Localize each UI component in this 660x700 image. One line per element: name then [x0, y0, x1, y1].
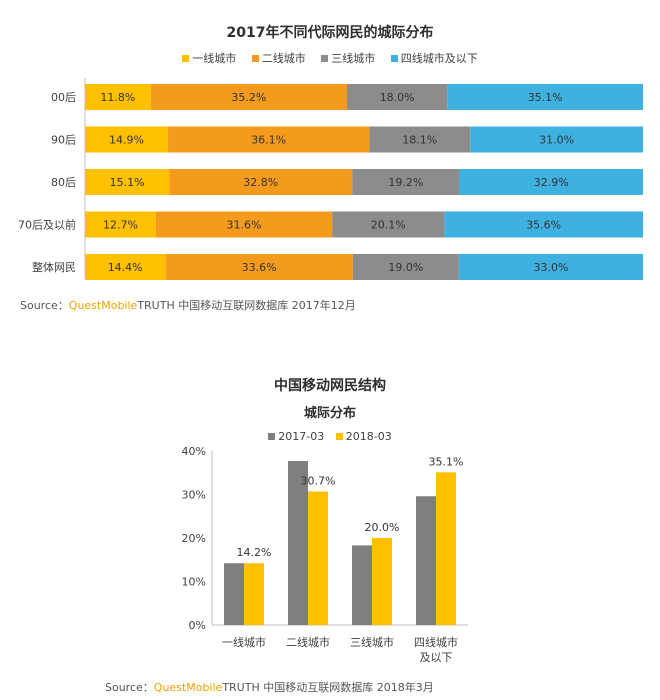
- bar-2018-03: [436, 472, 456, 625]
- chart1-source: Source：QuestMobileTRUTH 中国移动互联网数据库 2017年…: [20, 299, 356, 312]
- legend-item-tier2: 二线城市: [251, 50, 306, 66]
- stacked-bar-chart: 00后 11.8% 35.2% 18.0% 35.1% 90后 14.9% 36.1% 18.1…: [18, 78, 643, 280]
- data-label: 20.0%: [365, 521, 400, 534]
- chart2-title: 中国移动网民结构: [274, 378, 386, 394]
- legend-item-tier1: 一线城市: [182, 50, 236, 66]
- stacked-bar-segment: [165, 254, 353, 280]
- stacked-bar-segment: [352, 254, 459, 280]
- y-tick-label: 30%: [182, 489, 206, 502]
- data-label: 18.0%: [380, 91, 415, 104]
- stacked-bar-segment: [85, 169, 170, 195]
- stacked-bar-segment: [458, 254, 643, 280]
- stacked-bar-segment: [85, 254, 166, 280]
- stacked-bar-segment: [332, 211, 445, 238]
- x-tick-label: 一线城市: [222, 635, 266, 649]
- bar-2017-03: [352, 545, 372, 625]
- data-label: 35.2%: [231, 91, 266, 104]
- data-label: 35.6%: [526, 219, 561, 232]
- data-label: 14.4%: [108, 261, 143, 274]
- stacked-bar-segment: [444, 211, 643, 238]
- y-tick-label: 0%: [189, 619, 206, 632]
- data-label: 33.6%: [242, 261, 277, 274]
- data-label: 14.9%: [109, 134, 144, 147]
- data-label: 33.0%: [533, 261, 568, 274]
- stacked-bar-segment: [459, 169, 643, 195]
- data-label: 20.1%: [371, 219, 406, 232]
- data-label: 35.1%: [528, 91, 563, 104]
- bar-2017-03: [288, 461, 308, 625]
- data-label: 32.8%: [243, 176, 278, 189]
- bar-2018-03: [372, 538, 392, 625]
- stacked-bar-segment: [447, 84, 643, 110]
- stacked-bar-segment: [369, 126, 471, 153]
- data-label: 31.0%: [539, 134, 574, 147]
- stacked-bar-segment: [470, 126, 643, 153]
- data-label: 15.1%: [110, 176, 145, 189]
- chart1-title: 2017年不同代际网民的城际分布: [226, 25, 434, 41]
- stacked-bar-segment: [150, 84, 347, 110]
- category-label: 整体网民: [32, 260, 76, 274]
- data-label: 31.6%: [227, 219, 262, 232]
- data-label: 18.1%: [402, 134, 437, 147]
- category-label: 00后: [51, 91, 76, 104]
- stacked-bar-segment: [85, 84, 151, 110]
- category-label: 80后: [51, 176, 76, 189]
- data-label: 35.1%: [429, 455, 464, 468]
- data-label: 36.1%: [251, 134, 286, 147]
- legend-item-tier3: 三线城市: [321, 50, 375, 66]
- x-tick-label: 三线城市: [350, 635, 394, 649]
- data-label: 19.0%: [388, 261, 423, 274]
- stacked-bar-segment: [85, 211, 156, 238]
- data-label: 11.8%: [100, 91, 135, 104]
- y-tick-label: 20%: [182, 532, 206, 545]
- data-label: 32.9%: [534, 176, 569, 189]
- legend-item-2018-03: 2018-03: [335, 430, 392, 443]
- legend-item-2017-03: 2017-03: [268, 430, 324, 443]
- bar-2018-03: [244, 563, 264, 625]
- category-label: 90后: [51, 134, 76, 147]
- bar-2018-03: [308, 491, 328, 625]
- legend-item-tier4: 四线城市及以下: [390, 50, 478, 66]
- x-tick-label: 二线城市: [286, 635, 330, 649]
- stacked-bar-segment: [346, 84, 448, 110]
- data-label: 14.2%: [237, 546, 272, 559]
- category-label: 70后及以前: [18, 218, 76, 232]
- chart2-legend: 2017-03 2018-03: [0, 430, 660, 443]
- x-tick-label: 及以下: [420, 651, 453, 664]
- chart1-legend: 一线城市 二线城市 三线城市 四线城市及以下: [0, 50, 660, 66]
- chart2-subtitle: 城际分布: [303, 406, 356, 421]
- stacked-bar-segment: [169, 169, 353, 195]
- y-tick-label: 40%: [182, 445, 206, 458]
- stacked-bar-segment: [352, 169, 460, 195]
- y-tick-label: 10%: [182, 576, 206, 589]
- data-label: 30.7%: [301, 474, 336, 487]
- stacked-bar-segment: [85, 126, 169, 153]
- x-tick-label: 四线城市: [414, 635, 458, 649]
- bar-2017-03: [416, 496, 436, 625]
- stacked-bar-segment: [168, 126, 370, 153]
- data-label: 19.2%: [388, 176, 423, 189]
- chart2-source: Source：QuestMobileTRUTH 中国移动互联网数据库 2018年…: [105, 681, 434, 694]
- stacked-bar-segment: [155, 211, 333, 238]
- data-label: 12.7%: [103, 219, 138, 232]
- bar-2017-03: [224, 563, 244, 625]
